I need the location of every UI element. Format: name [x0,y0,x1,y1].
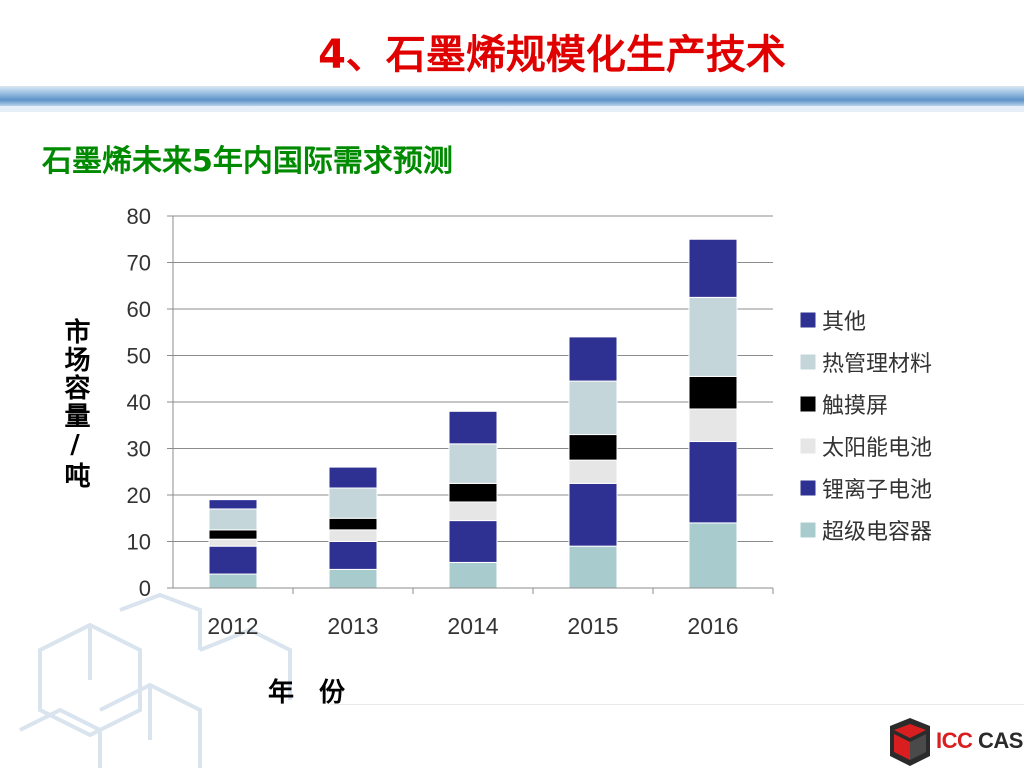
bar-segment [448,482,498,503]
bar-segment [688,375,738,410]
x-tick-label: 2016 [687,613,738,639]
bar-segment [688,441,738,524]
bar-segment [568,482,618,547]
bar-segment [328,517,378,531]
bar-segment [688,522,738,589]
legend-label: 超级电容器 [822,520,932,545]
logo-cas: CAS [978,728,1023,753]
bar-segment [328,487,378,519]
bar-segment [208,529,258,540]
y-tick-label: 50 [127,344,151,369]
decorative-cubes [19,592,292,768]
bar-segment [448,561,498,589]
bar-segment [448,501,498,522]
y-tick-label: 60 [127,297,151,322]
x-tick-label: 2013 [327,613,378,639]
title-band [0,86,1024,106]
bar-segment [568,336,618,382]
bar-segment [448,410,498,445]
y-tick-label: 70 [127,251,151,276]
y-tick-label: 10 [127,530,151,555]
legend-label: 触摸屏 [822,394,888,419]
legend-swatch [799,353,817,371]
y-tick-label: 20 [127,483,151,508]
x-tick-label: 2014 [447,613,498,639]
legend-label: 锂离子电池 [822,478,932,503]
bar-segment [688,238,738,298]
bar-segment [328,568,378,589]
x-tick-label: 2015 [567,613,618,639]
bar-segment [328,541,378,570]
bar-segment [328,529,378,542]
bar-segment [688,296,738,377]
footer-line [330,704,1024,705]
bar-segment [208,573,258,589]
bar-segment [208,499,258,510]
legend-label: 太阳能电池 [822,436,932,461]
y-axis-label: 市场容量/吨 [60,318,90,490]
logo-icc: ICC [936,728,973,753]
x-tick-label: 2012 [207,613,258,639]
bar-segment [568,459,618,484]
bar-segment [448,443,498,484]
legend-label: 热管理材料 [822,352,932,377]
legend-swatch [799,479,817,497]
y-tick-label: 30 [127,437,151,462]
bar-segment [448,520,498,563]
bar-segment [208,545,258,575]
chart-subtitle: 石墨烯未来5年内国际需求预测 [42,144,453,179]
bar-segment [208,538,258,547]
icc-cas-logo [890,718,930,766]
legend-label: 其他 [822,310,866,335]
bar-segment [568,434,618,461]
slide-title: 4、石墨烯规模化生产技术 [318,32,786,78]
logo-text: ICC CAS [936,728,1023,754]
bar-segment [568,545,618,589]
y-tick-label: 0 [139,576,151,601]
legend-swatch [799,395,817,413]
x-axis-label: 年 份 [268,678,354,708]
bar-segment [328,466,378,489]
title-band-light [0,106,1024,112]
y-tick-label: 40 [127,390,151,415]
bar-segment [208,508,258,531]
bar-segment [568,380,618,436]
bar-segment [688,408,738,443]
y-tick-label: 80 [127,204,151,229]
legend-swatch [799,437,817,455]
legend-swatch [799,311,817,329]
legend-swatch [799,521,817,539]
